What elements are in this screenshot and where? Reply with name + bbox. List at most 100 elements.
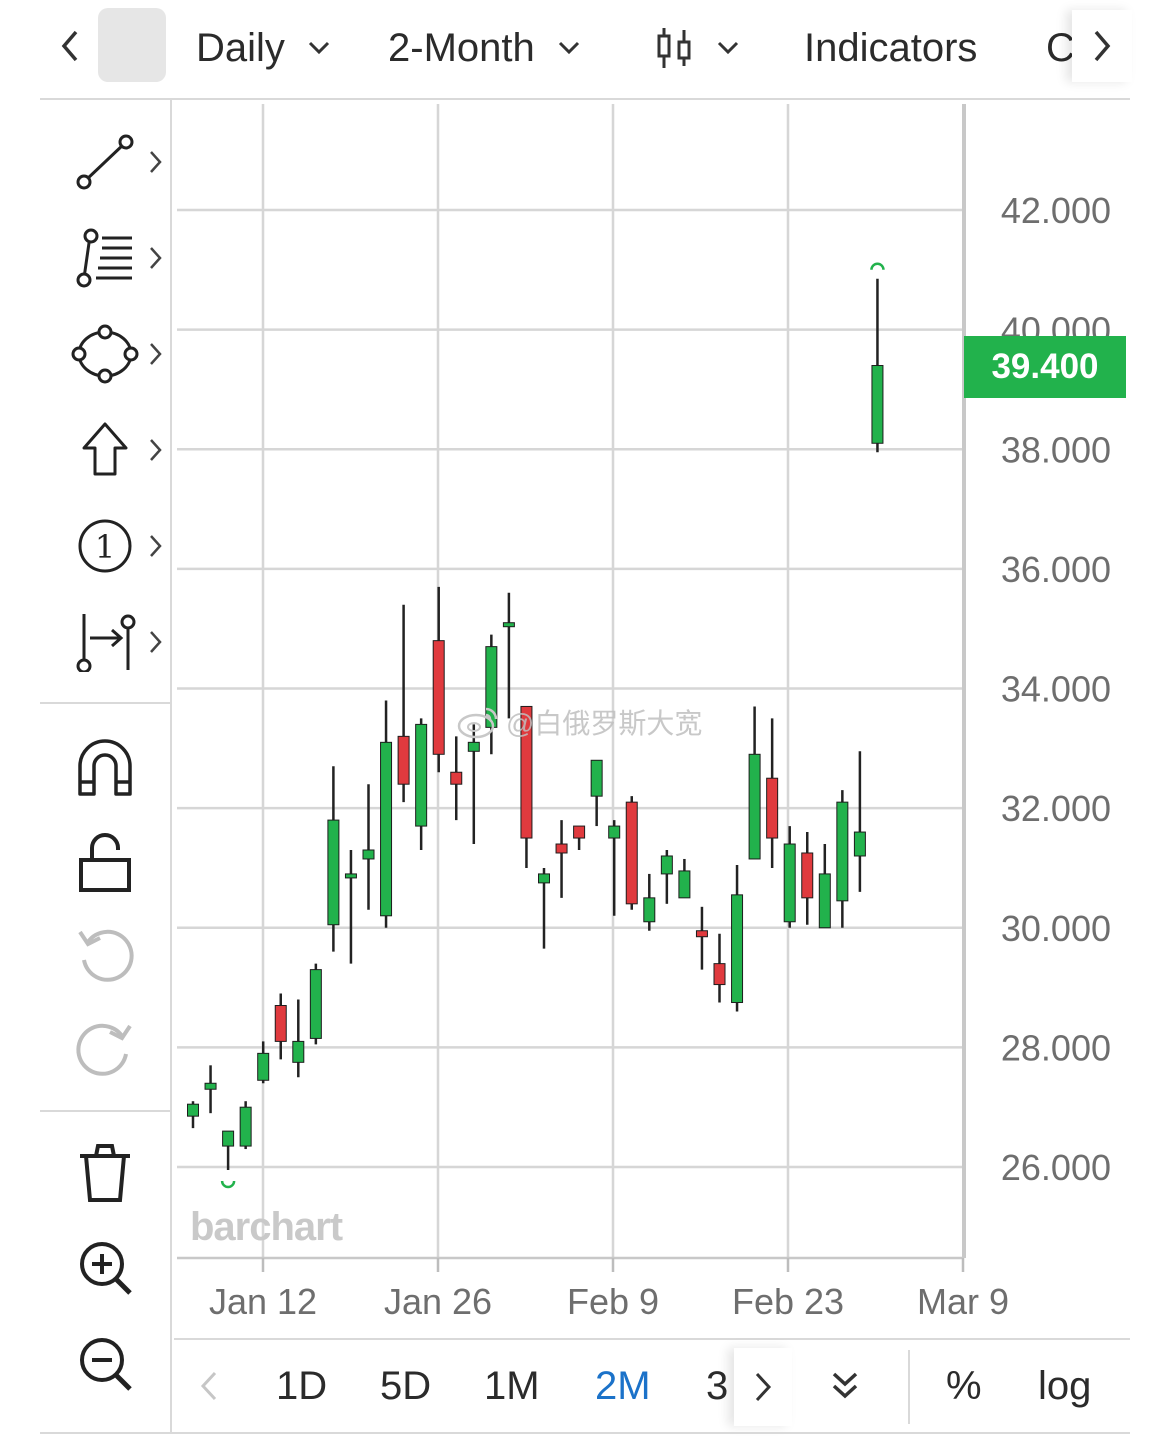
candle-body-up [204, 1082, 217, 1090]
trend-line-icon [76, 134, 134, 190]
period-5d[interactable]: 5D [380, 1363, 432, 1408]
arrow-tool[interactable] [40, 410, 172, 490]
period-2m[interactable]: 2M [595, 1363, 651, 1408]
indicators-label: Indicators [804, 25, 978, 70]
candle-body-up [502, 622, 515, 628]
period-dropdown[interactable]: 2-Month [388, 20, 581, 76]
watermark-text: @白俄罗斯大宽 [506, 708, 703, 739]
zoom-in-button[interactable] [40, 1232, 172, 1312]
candle [748, 706, 761, 860]
price-axis: 26.000 28.000 30.000 32.000 34.000 36.000 38.0… [1001, 190, 1111, 1188]
y-tick-label: 28.000 [1001, 1027, 1111, 1068]
fibonacci-tool[interactable] [40, 218, 172, 298]
period-high-marker [870, 262, 885, 270]
x-tick-label: Feb 23 [732, 1281, 844, 1322]
magnet-tool[interactable] [40, 726, 172, 806]
candle-body-down [520, 705, 533, 839]
candle [520, 705, 533, 868]
candle [380, 700, 393, 928]
scroll-left-button[interactable] [40, 10, 100, 82]
redo-icon [76, 1023, 132, 1076]
y-tick-label: 32.000 [1001, 788, 1111, 829]
interval-dropdown[interactable]: Daily [196, 20, 331, 76]
period-1m[interactable]: 1M [484, 1363, 540, 1408]
zoom-out-icon [80, 1338, 132, 1391]
candle-body-up [871, 365, 884, 444]
candle [608, 820, 621, 916]
chart-grid [177, 104, 966, 1260]
candle-body-up [660, 855, 673, 875]
y-tick-label: 30.000 [1001, 908, 1111, 949]
chevron-right-icon [150, 343, 162, 365]
candle [362, 784, 375, 910]
chevron-right-icon [150, 439, 162, 461]
candle-body-up [836, 801, 849, 902]
y-tick-label: 38.000 [1001, 429, 1111, 470]
candle-body-up [818, 873, 831, 929]
candle [555, 820, 568, 898]
annotation-tool[interactable]: 1 [40, 506, 172, 586]
more-periods-button[interactable] [830, 1356, 860, 1416]
log-scale-toggle[interactable]: log [1038, 1363, 1092, 1408]
chevron-down-icon [308, 41, 329, 55]
trash-icon [80, 1144, 130, 1202]
magnet-icon [78, 739, 132, 796]
candle-body-up [415, 723, 428, 827]
candle-body-up [380, 741, 393, 917]
candle [327, 766, 340, 952]
candle [695, 906, 708, 970]
arrow-up-icon [82, 422, 128, 476]
candle-body-up [257, 1052, 270, 1081]
chart-type-dropdown[interactable] [654, 20, 740, 76]
undo-button[interactable] [40, 918, 172, 998]
candle-body-up [485, 646, 498, 728]
candle [450, 736, 463, 821]
double-chevron-down-icon [832, 1372, 858, 1399]
periods-scroll-left[interactable] [198, 1356, 220, 1416]
y-tick-label: 36.000 [1001, 549, 1111, 590]
chevron-right-icon [1094, 30, 1111, 62]
zoom-out-button[interactable] [40, 1328, 172, 1408]
x-tick-label: Jan 12 [209, 1281, 317, 1322]
indicators-button[interactable]: Indicators [804, 20, 977, 76]
shapes-tool[interactable] [40, 314, 172, 394]
delete-drawings-button[interactable] [40, 1136, 172, 1216]
candle [222, 1130, 235, 1170]
periods-scroll-right[interactable] [734, 1348, 792, 1426]
scroll-right-button[interactable] [1072, 10, 1132, 82]
candlestick-chart[interactable]: 26.000 28.000 30.000 32.000 34.000 36.000 38.0… [0, 0, 1170, 1340]
chevron-down-icon [717, 41, 739, 55]
x-tick-label: Feb 9 [567, 1281, 659, 1322]
drawing-tools-rail: 1 [40, 100, 172, 1434]
period-3-cut[interactable]: 3 [706, 1363, 729, 1408]
rail-divider [40, 1110, 172, 1112]
lock-toggle[interactable] [40, 824, 172, 904]
x-tick-label: Mar 9 [917, 1281, 1009, 1322]
toolbar-item-cut[interactable]: C [1046, 20, 1072, 76]
undo-icon [78, 929, 134, 982]
candle [204, 1065, 217, 1114]
interval-label: Daily [196, 25, 285, 70]
percent-scale-toggle[interactable]: % [946, 1363, 982, 1408]
candle-body-up [344, 873, 357, 879]
symbol-tab[interactable] [98, 8, 166, 82]
candle [731, 864, 744, 1012]
redo-button[interactable] [40, 1012, 172, 1092]
candle-body-up [643, 897, 656, 923]
chevron-right-icon [150, 247, 162, 269]
weibo-logo-icon [457, 707, 498, 739]
candle [538, 867, 550, 949]
candle-body-down [713, 963, 726, 986]
trend-line-tool[interactable] [40, 122, 172, 202]
candle-body-up [538, 873, 550, 884]
measure-tool[interactable] [40, 602, 172, 682]
candle-body-up [327, 819, 340, 926]
period-1d[interactable]: 1D [276, 1363, 328, 1408]
chevron-left-icon [61, 30, 78, 62]
candle-body-down [397, 735, 410, 785]
candle [713, 933, 726, 1003]
top-toolbar: Daily 2-Month Indicators C [0, 0, 1170, 100]
numbered-annotation-icon: 1 [78, 519, 132, 573]
candle [766, 718, 779, 868]
candles [187, 278, 884, 1170]
